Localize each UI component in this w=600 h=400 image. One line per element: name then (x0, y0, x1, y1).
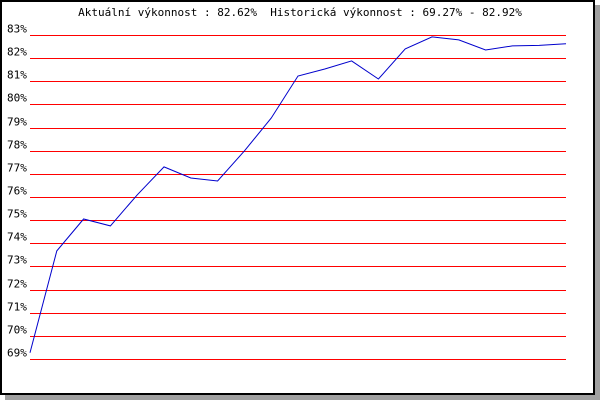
chart-title: Aktuální výkonnost : 82.62% Historická v… (78, 6, 522, 19)
y-tick-label: 82% (7, 46, 27, 59)
y-tick-label: 70% (7, 324, 27, 337)
series-line (29, 36, 567, 353)
y-tick-label: 81% (7, 69, 27, 82)
y-tick-label: 71% (7, 301, 27, 314)
y-tick-label: 77% (7, 162, 27, 175)
y-tick-label: 74% (7, 231, 27, 244)
y-tick-label: 72% (7, 278, 27, 291)
y-tick-label: 76% (7, 185, 27, 198)
y-tick-label: 80% (7, 92, 27, 105)
y-tick-label: 78% (7, 139, 27, 152)
y-tick-label: 79% (7, 116, 27, 129)
y-tick-label: 75% (7, 208, 27, 221)
y-tick-label: 73% (7, 254, 27, 267)
y-tick-label: 83% (7, 23, 27, 36)
y-tick-label: 69% (7, 347, 27, 360)
